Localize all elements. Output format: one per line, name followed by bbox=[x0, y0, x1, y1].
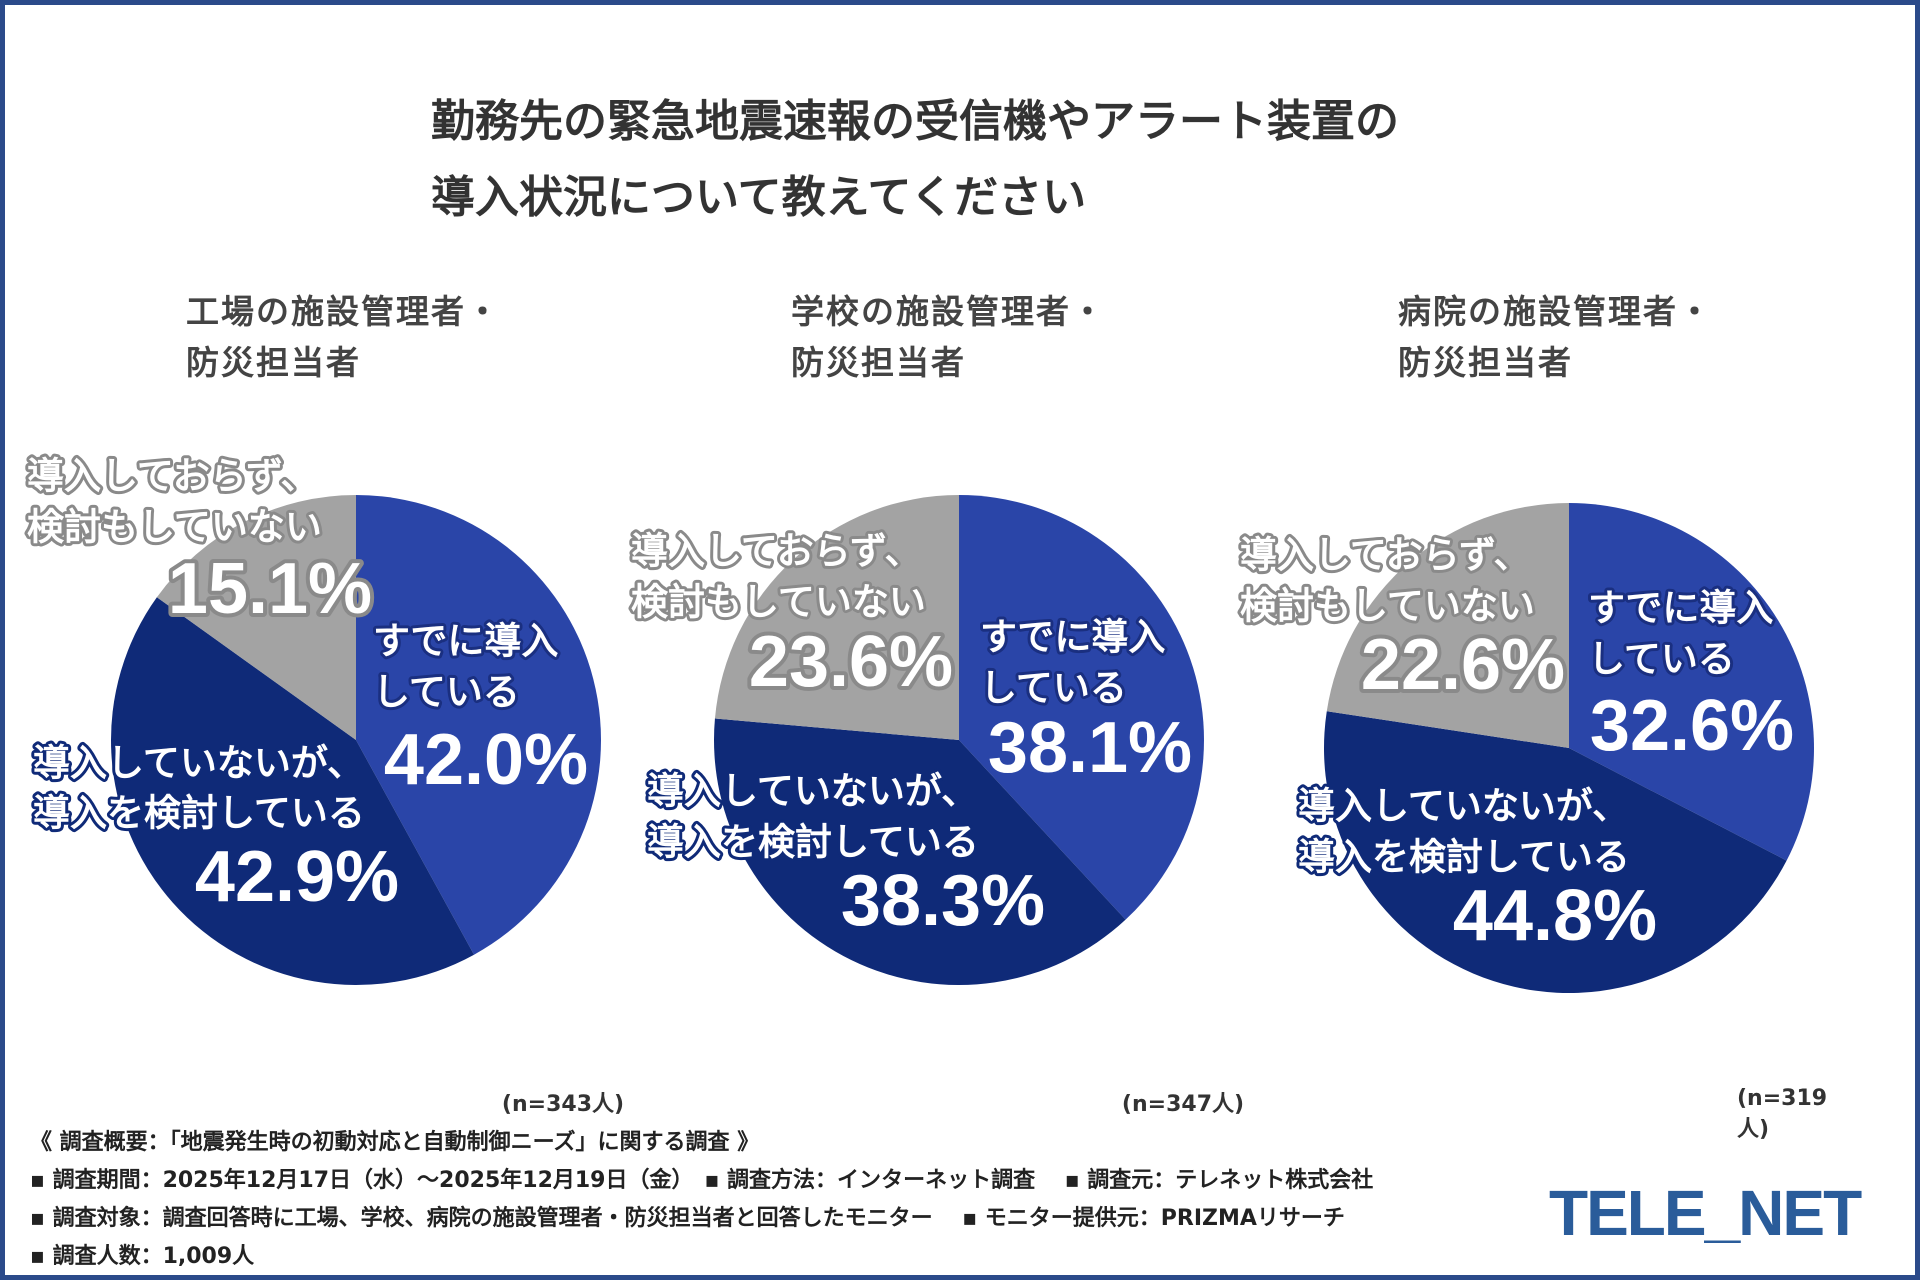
sample-size: (n=319人) bbox=[1737, 1086, 1828, 1142]
slice-label: している bbox=[1588, 638, 1735, 681]
slice-label: 導入していないが、 bbox=[1298, 785, 1629, 828]
slice-label: 導入を検討している bbox=[33, 792, 365, 835]
chart-title-line: 病院の施設管理者・ bbox=[1398, 292, 1713, 331]
slice-label: 検討もしていない bbox=[631, 581, 926, 624]
chart-title-line: 防災担当者 bbox=[186, 343, 361, 382]
pie-slice bbox=[714, 495, 959, 740]
sample-size: (n=343人) bbox=[501, 1092, 625, 1117]
footer-line: ▪ 調査期間：2025年12月17日（水）〜2025年12月19日（金） ▪ 調… bbox=[30, 1168, 1374, 1193]
chart-title-line: 工場の施設管理者・ bbox=[186, 292, 501, 331]
slice-label: すでに導入 bbox=[1588, 587, 1773, 630]
chart-title-line: 防災担当者 bbox=[1398, 343, 1573, 382]
slice-value: 23.6% bbox=[749, 622, 953, 702]
slice-value: 15.1% bbox=[168, 549, 372, 629]
footer-line: 《 調査概要：「地震発生時の初動対応と自動制御ニーズ」に関する調査 》 bbox=[30, 1130, 760, 1155]
chart-title-school: 学校の施設管理者・ 防災担当者 bbox=[791, 286, 1106, 388]
slice-label: 導入を検討している bbox=[647, 821, 979, 864]
slice-label: している bbox=[373, 671, 520, 714]
slice-label: 導入していないが、 bbox=[647, 770, 978, 813]
slice-value: 42.0% bbox=[384, 720, 588, 800]
chart-title-hospital: 病院の施設管理者・ 防災担当者 bbox=[1398, 286, 1713, 388]
slice-value: 42.9% bbox=[195, 837, 399, 917]
pie-slice bbox=[1569, 503, 1814, 861]
slice-label: している bbox=[980, 667, 1127, 710]
chart-title-factory: 工場の施設管理者・ 防災担当者 bbox=[186, 286, 501, 388]
chart-title-line: 防災担当者 bbox=[791, 343, 966, 382]
footer-line: ▪ 調査人数：1,009人 bbox=[30, 1244, 255, 1269]
pie-slice bbox=[959, 495, 1205, 920]
telenet-logo: TELE_NET bbox=[1549, 1177, 1862, 1249]
pie-slice bbox=[356, 495, 601, 955]
slice-label: 検討もしていない bbox=[27, 506, 322, 549]
pie-slice bbox=[111, 597, 475, 985]
slice-value: 38.1% bbox=[988, 708, 1192, 788]
slice-label: 導入しておらず、 bbox=[1240, 534, 1530, 577]
page-title: 勤務先の緊急地震速報の受信機やアラート装置の 導入状況について教えてください bbox=[431, 84, 1399, 236]
slice-label: 導入していないが、 bbox=[33, 742, 364, 785]
slice-value: 22.6% bbox=[1361, 625, 1565, 705]
pie-slice bbox=[1323, 711, 1787, 993]
title-line-2: 導入状況について教えてください bbox=[431, 172, 1087, 223]
pie-slice bbox=[714, 718, 1126, 985]
slice-value: 44.8% bbox=[1453, 876, 1657, 956]
slice-label: 導入を検討している bbox=[1298, 836, 1630, 879]
slice-label: すでに導入 bbox=[373, 620, 558, 663]
survey-footer: 《 調査概要：「地震発生時の初動対応と自動制御ニーズ」に関する調査 》 ▪ 調査… bbox=[30, 1124, 1373, 1276]
chart-title-line: 学校の施設管理者・ bbox=[791, 292, 1106, 331]
title-line-1: 勤務先の緊急地震速報の受信機やアラート装置の bbox=[431, 96, 1399, 147]
pie-slice bbox=[1326, 502, 1569, 748]
footer-line: ▪ 調査対象：調査回答時に工場、学校、病院の施設管理者・防災担当者と回答したモニ… bbox=[30, 1206, 1345, 1231]
slice-value: 32.6% bbox=[1590, 686, 1794, 766]
slice-label: 検討もしていない bbox=[1240, 585, 1535, 628]
slice-label: 導入しておらず、 bbox=[27, 455, 317, 498]
pie-slice bbox=[156, 495, 356, 740]
slice-label: すでに導入 bbox=[980, 616, 1165, 659]
sample-size: (n=347人) bbox=[1121, 1092, 1245, 1117]
slice-value: 38.3% bbox=[841, 861, 1045, 941]
slice-label: 導入しておらず、 bbox=[631, 530, 921, 573]
